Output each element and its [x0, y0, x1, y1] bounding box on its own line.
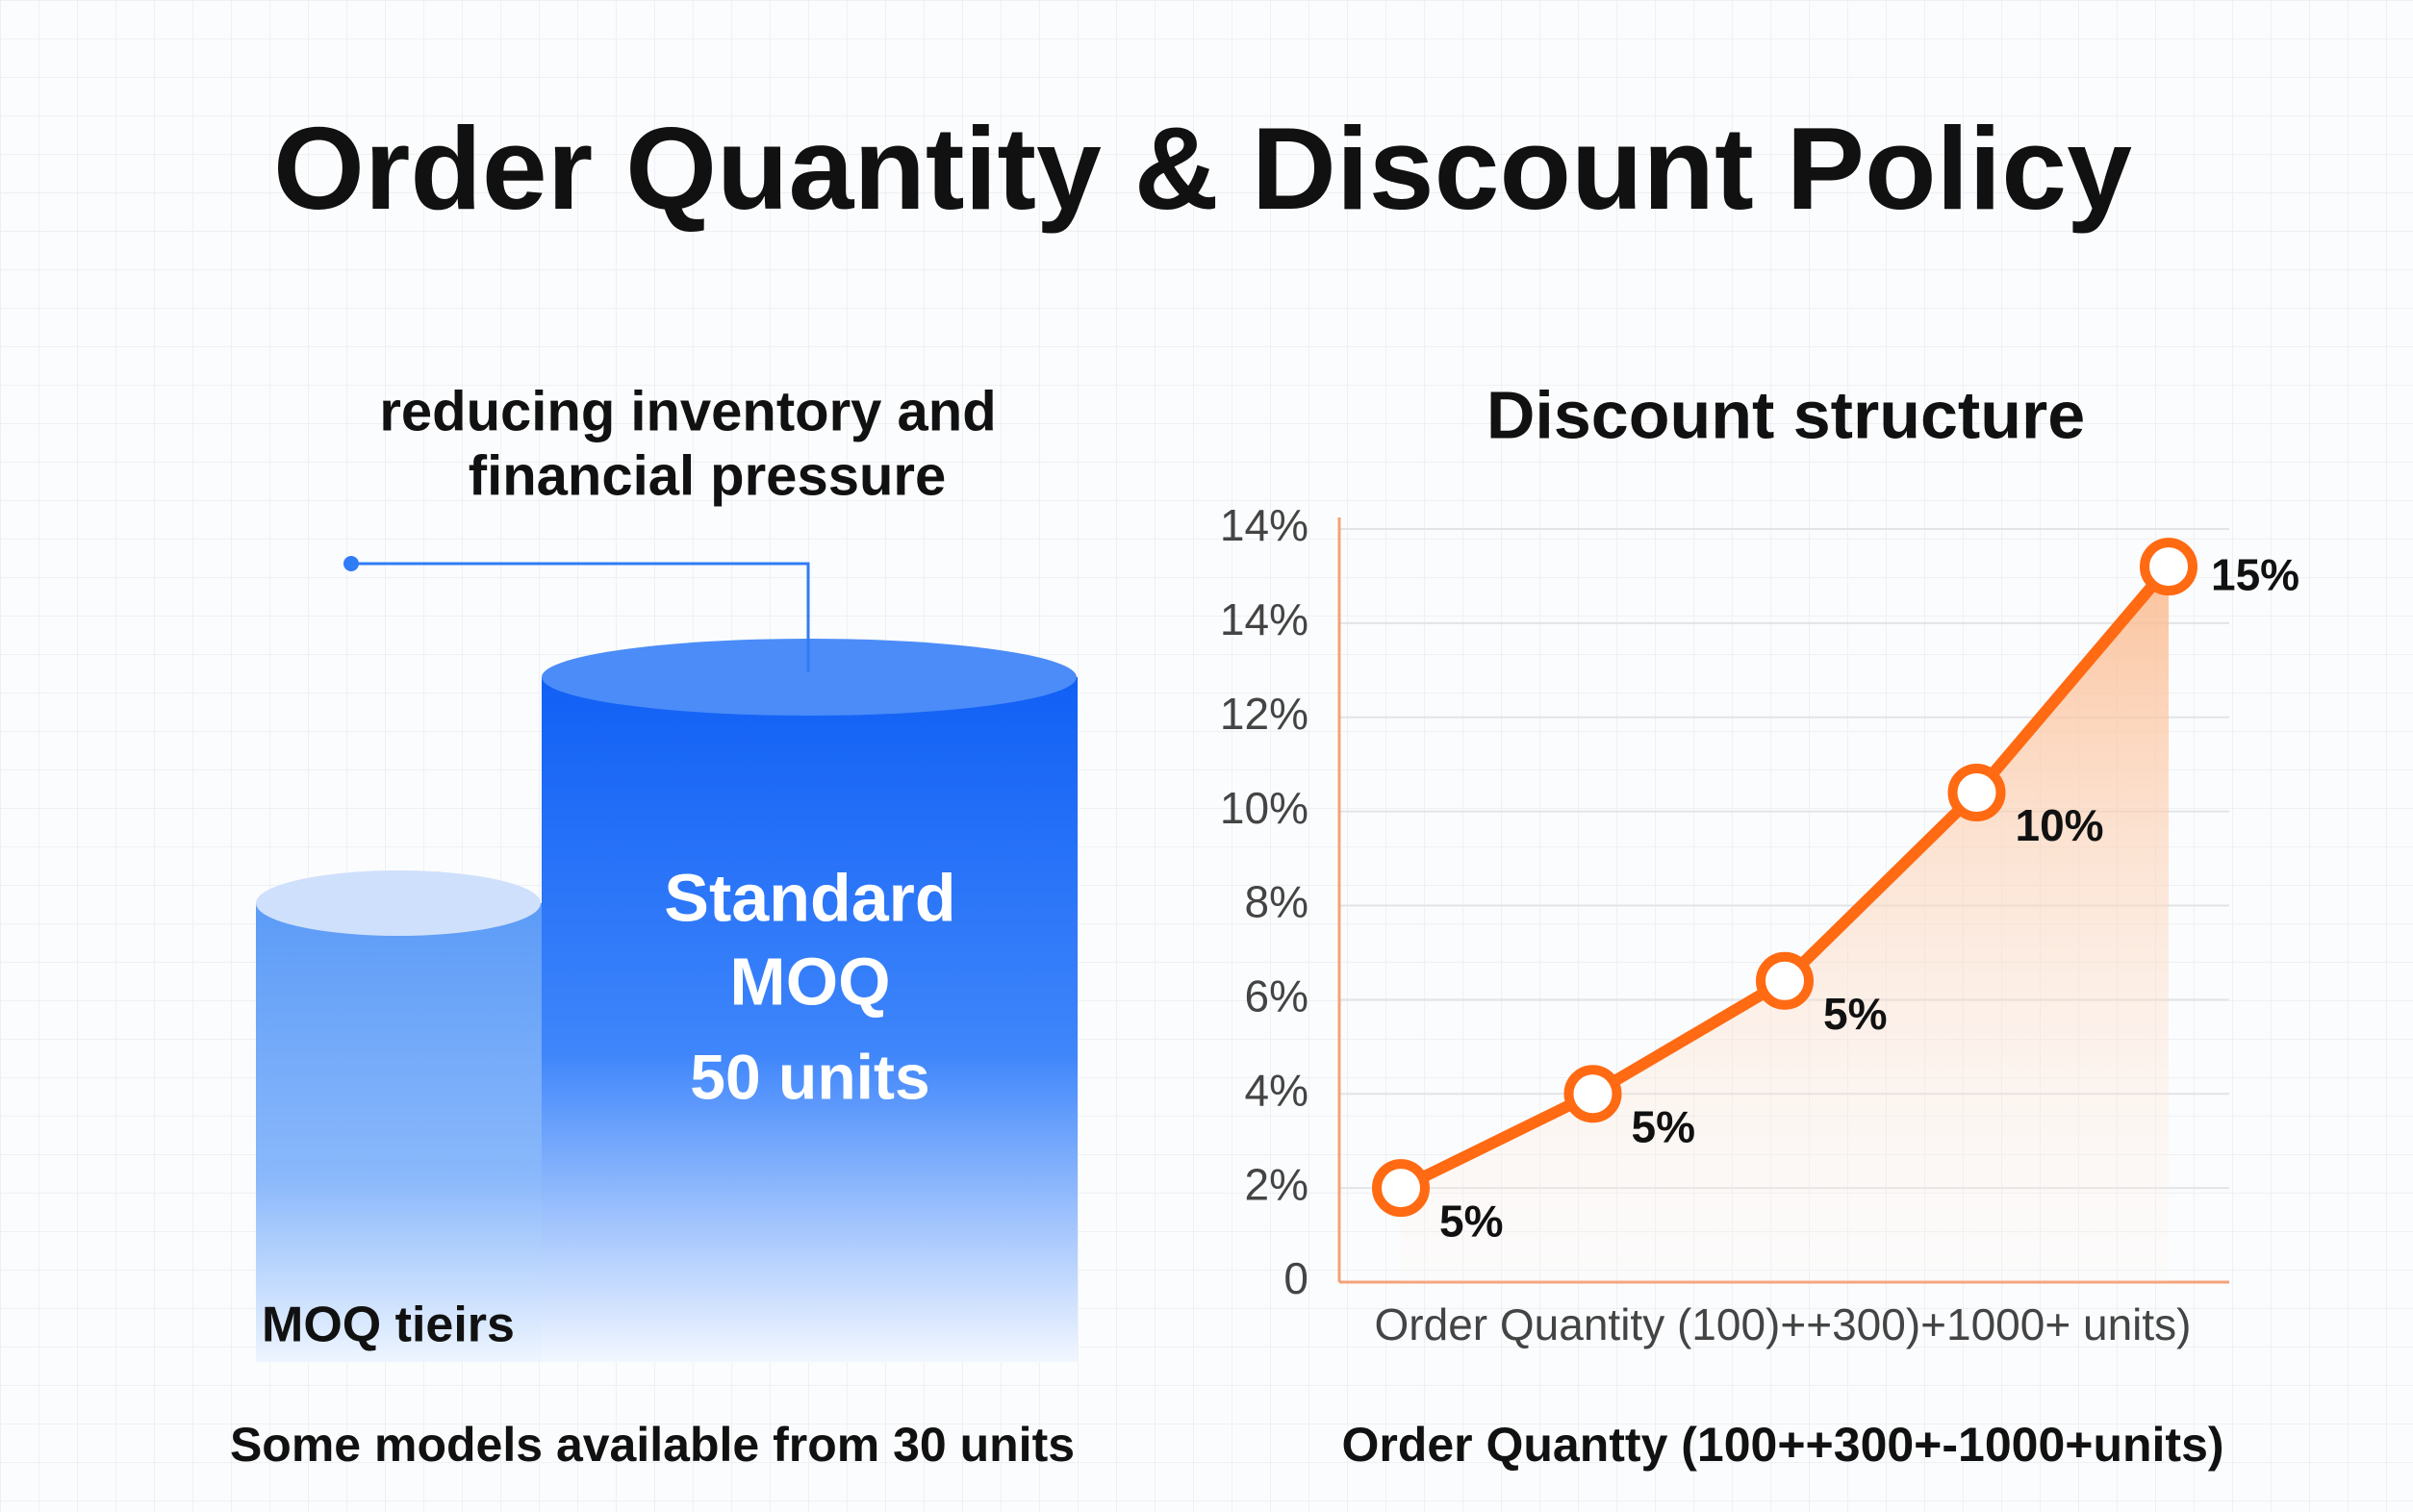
y-tick-label: 10%	[1220, 783, 1308, 833]
point	[1372, 1159, 1430, 1218]
subtitle: reducing inventory and	[379, 380, 996, 442]
y-tick-label: 4%	[1245, 1065, 1308, 1115]
area	[1401, 567, 2169, 1282]
point	[1947, 764, 2006, 822]
y-tick-label: 12%	[1220, 689, 1308, 739]
y-tick-label: 8%	[1245, 877, 1308, 927]
point-label: 5%	[1439, 1196, 1503, 1246]
page-title: Order Quantity & Discount Policy	[273, 103, 2132, 234]
point-label: 10%	[2016, 800, 2104, 850]
point	[1563, 1065, 1622, 1123]
big-cylinder	[542, 677, 1078, 1362]
point-label: 5%	[1632, 1101, 1695, 1151]
standard-label: MOQ	[729, 944, 890, 1019]
subtitle: financial pressure	[469, 444, 946, 507]
small-cylinder	[256, 903, 542, 1362]
point	[1756, 951, 1814, 1010]
y-tick-label: 2%	[1245, 1159, 1308, 1209]
standard-label: 50 units	[690, 1041, 929, 1112]
small-cylinder-top	[256, 870, 541, 936]
point-label: 5%	[1823, 989, 1887, 1039]
x-axis-label: Order Quantity (100)++300)+1000+ units)	[1375, 1299, 2192, 1349]
caption: Order Quantty (100++300+-1000+units)	[1341, 1418, 2223, 1472]
standard-label: Standard	[664, 860, 955, 935]
chart-title: Discount structure	[1486, 377, 2085, 452]
y-tick-label: 14%	[1220, 594, 1308, 644]
point-label: 15%	[2211, 549, 2299, 599]
caption: Some models available from 30 units	[230, 1418, 1075, 1472]
y-tick-label: 0	[1283, 1253, 1308, 1303]
y-tick-label: 14%	[1220, 500, 1308, 550]
y-tick-label: 6%	[1245, 971, 1308, 1021]
tier-label: MOQ tieirs	[262, 1298, 515, 1353]
big-cylinder-top	[542, 639, 1077, 716]
point	[2140, 538, 2197, 596]
